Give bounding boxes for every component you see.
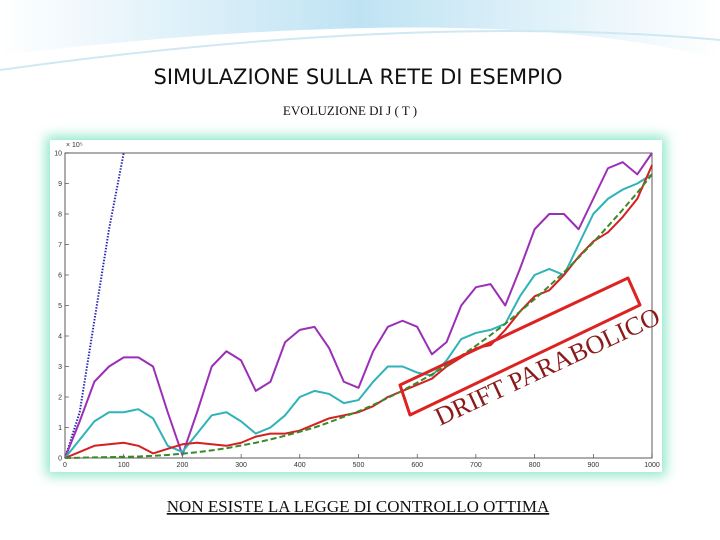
y-multiplier: × 10⁵ xyxy=(66,142,83,149)
y-tick-label: 10 xyxy=(54,151,62,158)
footer-note: NON ESISTE LA LEGGE DI CONTROLLO OTTIMA xyxy=(167,497,550,516)
series-line xyxy=(64,173,653,459)
x-tick-label: 1000 xyxy=(644,462,660,469)
slide-title: SIMULAZIONE SULLA RETE DI ESEMPIO xyxy=(154,65,563,89)
y-tick-label: 8 xyxy=(58,212,62,219)
x-tick-label: 200 xyxy=(177,462,189,469)
x-tick-label: 300 xyxy=(235,462,247,469)
x-tick-label: 600 xyxy=(411,462,423,469)
header-swoosh xyxy=(0,0,720,60)
y-tick-label: 4 xyxy=(58,334,62,341)
y-tick-label: 1 xyxy=(58,425,62,432)
slide-subtitle: EVOLUZIONE DI J ( T ) xyxy=(283,103,417,118)
header-curve xyxy=(0,30,720,71)
y-tick-label: 2 xyxy=(58,395,62,402)
x-tick-label: 500 xyxy=(353,462,365,469)
annotation-box xyxy=(398,276,642,417)
y-tick-label: 0 xyxy=(58,456,62,463)
x-tick-label: 700 xyxy=(470,462,482,469)
x-tick-label: 0 xyxy=(63,462,67,469)
x-tick-label: 800 xyxy=(529,462,541,469)
x-tick-label: 900 xyxy=(587,462,599,469)
series-line xyxy=(64,173,653,459)
series-line xyxy=(64,152,125,459)
series-line xyxy=(64,152,653,459)
y-tick-label: 6 xyxy=(58,273,62,280)
y-tick-label: 7 xyxy=(58,242,62,249)
y-tick-label: 5 xyxy=(58,303,62,310)
x-tick-label: 400 xyxy=(294,462,306,469)
y-tick-label: 9 xyxy=(58,181,62,188)
x-tick-label: 100 xyxy=(118,462,130,469)
y-tick-label: 3 xyxy=(58,364,62,371)
